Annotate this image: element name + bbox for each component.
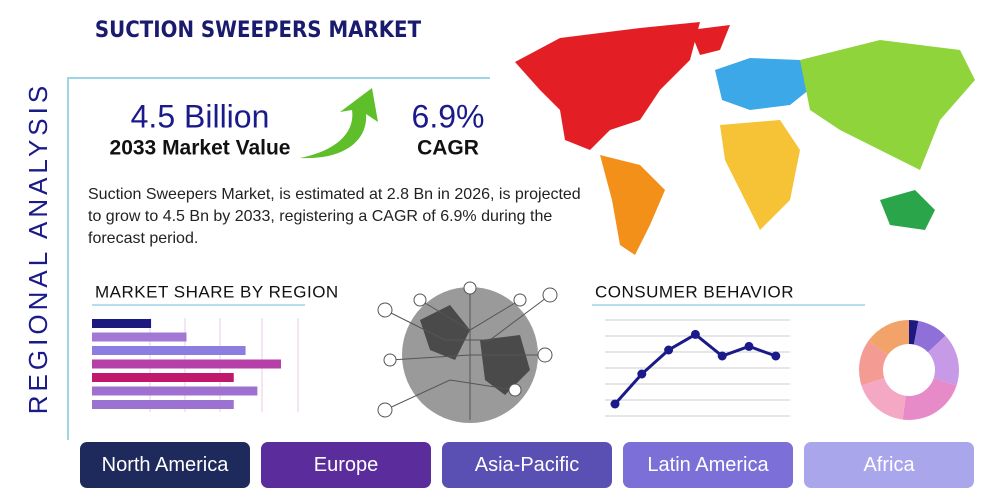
description-box: Suction Sweepers Market, is estimated at… (88, 186, 581, 247)
bar (92, 400, 234, 409)
stat-value: 6.9% (412, 98, 485, 134)
stat-value: 4.5 Billion (131, 98, 270, 134)
title: SUCTION SWEEPERS MARKET (95, 18, 422, 43)
line-point (637, 369, 647, 379)
region-button[interactable]: Europe (261, 442, 431, 488)
donut-slice (861, 378, 906, 420)
bar (92, 359, 281, 369)
world-map (515, 22, 975, 255)
donut-slice (927, 335, 959, 386)
growth-arrow (300, 88, 378, 159)
donut-slice (913, 320, 946, 353)
donut-slice (902, 378, 957, 421)
bar (92, 386, 258, 396)
section-title: CONSUMER BEHAVIOR (595, 282, 794, 301)
line-point (664, 345, 674, 355)
line-point (717, 351, 727, 361)
region-button[interactable]: North America (80, 442, 250, 488)
section-title: MARKET SHARE BY REGION (95, 282, 339, 301)
frame (67, 77, 490, 440)
line-point (690, 329, 700, 339)
region-button[interactable]: Latin America (623, 442, 793, 488)
bar (92, 319, 152, 328)
line-point (771, 351, 781, 361)
donut-slice (909, 320, 919, 345)
side-label: REGIONAL ANALYSIS (23, 82, 53, 414)
globe-network (377, 281, 558, 423)
donut-slice (868, 320, 909, 355)
bar (92, 373, 234, 382)
bar (92, 346, 246, 355)
region-button[interactable]: Asia-Pacific (442, 442, 612, 488)
line-point (610, 399, 620, 409)
bar (92, 332, 187, 342)
donut-slice (859, 340, 888, 386)
stat-label: 2033 Market Value (110, 137, 291, 160)
region-button[interactable]: Africa (804, 442, 974, 488)
line-grid (605, 319, 790, 417)
description: Suction Sweepers Market, is estimated at… (88, 186, 581, 247)
line-point (744, 341, 754, 351)
stat-label: CAGR (417, 137, 479, 160)
